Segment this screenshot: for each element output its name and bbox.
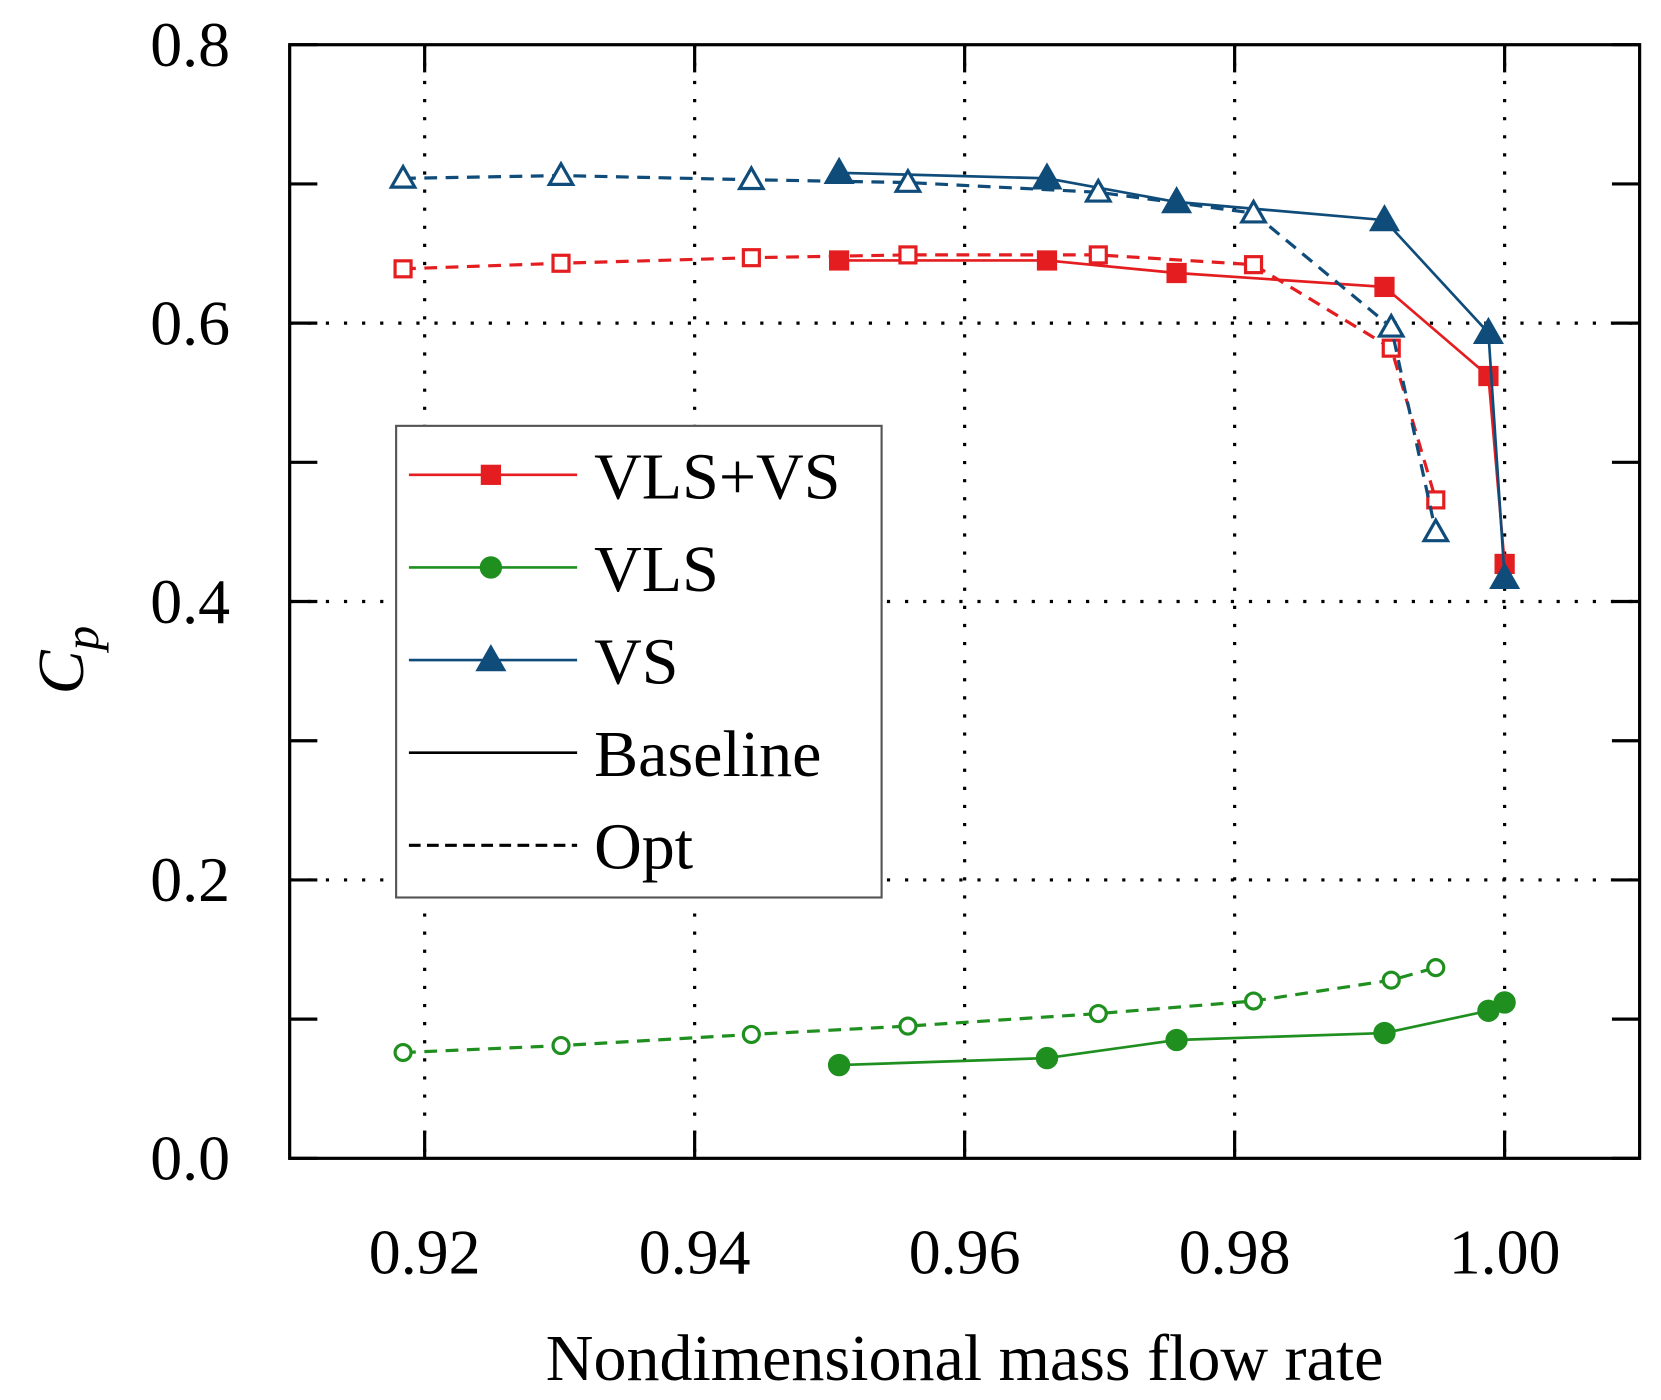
series-line-vls-opt	[402, 966, 1437, 1055]
series-layer	[388, 156, 1521, 1077]
data-point-vls-opt	[741, 1024, 761, 1045]
data-point-vls-vs-opt	[741, 248, 761, 268]
legend-marker	[479, 556, 503, 579]
series-vls-vs-baseline	[828, 250, 1515, 575]
data-point-vls-vs-opt	[1243, 255, 1264, 275]
x-tick-label: 1.00	[1449, 1216, 1561, 1287]
legend-item-baseline: Baseline	[408, 718, 821, 791]
y-tick-label: 0.2	[150, 844, 230, 915]
legend-label: Opt	[594, 811, 693, 884]
data-point-vls-opt	[393, 1042, 413, 1063]
data-point-vls-opt	[898, 1016, 918, 1036]
data-point-vls-vs-opt	[1426, 490, 1446, 510]
x-tick-label: 0.92	[369, 1216, 481, 1287]
data-point-vs-opt	[736, 164, 766, 191]
x-tick-label: 0.98	[1179, 1216, 1291, 1287]
data-point-vls-opt	[1088, 1003, 1108, 1024]
data-point-vls-vs-baseline	[828, 250, 850, 271]
legend-label: VLS+VS	[594, 440, 840, 513]
series-line-vs-baseline	[839, 171, 1506, 578]
series-vls-opt	[393, 958, 1446, 1063]
data-point-vls-baseline	[1493, 991, 1516, 1014]
data-point-vs-baseline	[823, 156, 855, 184]
data-point-vls-opt	[1243, 991, 1264, 1011]
data-point-vs-baseline	[1368, 204, 1401, 232]
legend-label: VLS	[594, 533, 719, 606]
data-point-vls-vs-opt	[1088, 245, 1108, 265]
legend-label: VS	[594, 625, 678, 698]
data-point-vs-opt	[1239, 198, 1268, 224]
data-point-vs-opt	[546, 160, 576, 186]
series-vs-baseline	[823, 156, 1521, 590]
data-point-vls-vs-opt	[393, 259, 413, 279]
legend-marker	[480, 464, 501, 485]
svg-text:Cp: Cp	[25, 626, 109, 695]
series-line-vs-opt	[403, 173, 1438, 533]
data-point-vls-baseline	[827, 1053, 851, 1077]
data-point-vls-baseline	[1165, 1028, 1188, 1052]
series-line-vls-vs-baseline	[839, 259, 1506, 565]
data-point-vls-vs-baseline	[1166, 262, 1187, 284]
data-point-vs-opt	[1083, 177, 1113, 203]
legend-label: Baseline	[594, 718, 821, 791]
series-line-vls-vs-opt	[403, 253, 1438, 501]
ticks: 0.92 0.94 0.96 0.98 1.00 0.0 0.2 0.4 0.6 0.8	[150, 9, 1640, 1287]
series-vls-vs-opt	[393, 245, 1446, 510]
y-tick-label: 0.6	[150, 287, 230, 358]
data-point-vls-vs-baseline	[1478, 365, 1499, 387]
data-point-vs-opt	[1421, 516, 1451, 543]
legend-box	[395, 424, 883, 899]
data-point-vls-opt	[1426, 958, 1446, 978]
legend-item-vls: VLS	[408, 533, 719, 606]
data-point-vls-opt	[1381, 970, 1401, 990]
y-tick-label: 0.8	[150, 9, 230, 80]
data-point-vls-vs-opt	[551, 253, 571, 273]
legend-item-vs: VS	[408, 625, 679, 698]
y-tick-label: 0.0	[150, 1123, 230, 1194]
legend-item-vls-vs: VLS+VS	[408, 440, 840, 513]
data-point-vls-baseline	[1373, 1021, 1396, 1045]
y-axis-label-sub: p	[54, 626, 109, 653]
x-tick-label: 0.94	[639, 1216, 751, 1287]
data-point-vs-baseline	[1489, 561, 1521, 590]
data-point-vs-opt	[893, 167, 923, 193]
data-point-vls-baseline	[1035, 1046, 1059, 1070]
data-point-vs-opt	[1376, 312, 1406, 338]
x-tick-label: 0.96	[909, 1216, 1021, 1287]
legend-item-opt: Opt	[408, 811, 693, 884]
data-point-vs-opt	[388, 163, 418, 189]
x-axis-label: Nondimensional mass flow rate	[546, 1322, 1384, 1395]
legend-marker	[475, 644, 507, 672]
y-tick-label: 0.4	[150, 566, 230, 637]
legend: VLS+VS VLS VS Baseline Opt	[395, 424, 883, 899]
data-point-vs-baseline	[1031, 162, 1063, 190]
y-axis-label-main: C	[25, 649, 98, 694]
y-axis-label: Cp	[25, 626, 109, 695]
data-point-vls-vs-opt	[898, 245, 918, 265]
series-vs-opt	[388, 160, 1451, 543]
data-point-vls-opt	[551, 1035, 571, 1056]
series-vls-baseline	[827, 991, 1516, 1077]
grid	[289, 44, 1640, 1159]
data-point-vls-vs-baseline	[1374, 276, 1395, 298]
data-point-vs-baseline	[1472, 316, 1504, 345]
